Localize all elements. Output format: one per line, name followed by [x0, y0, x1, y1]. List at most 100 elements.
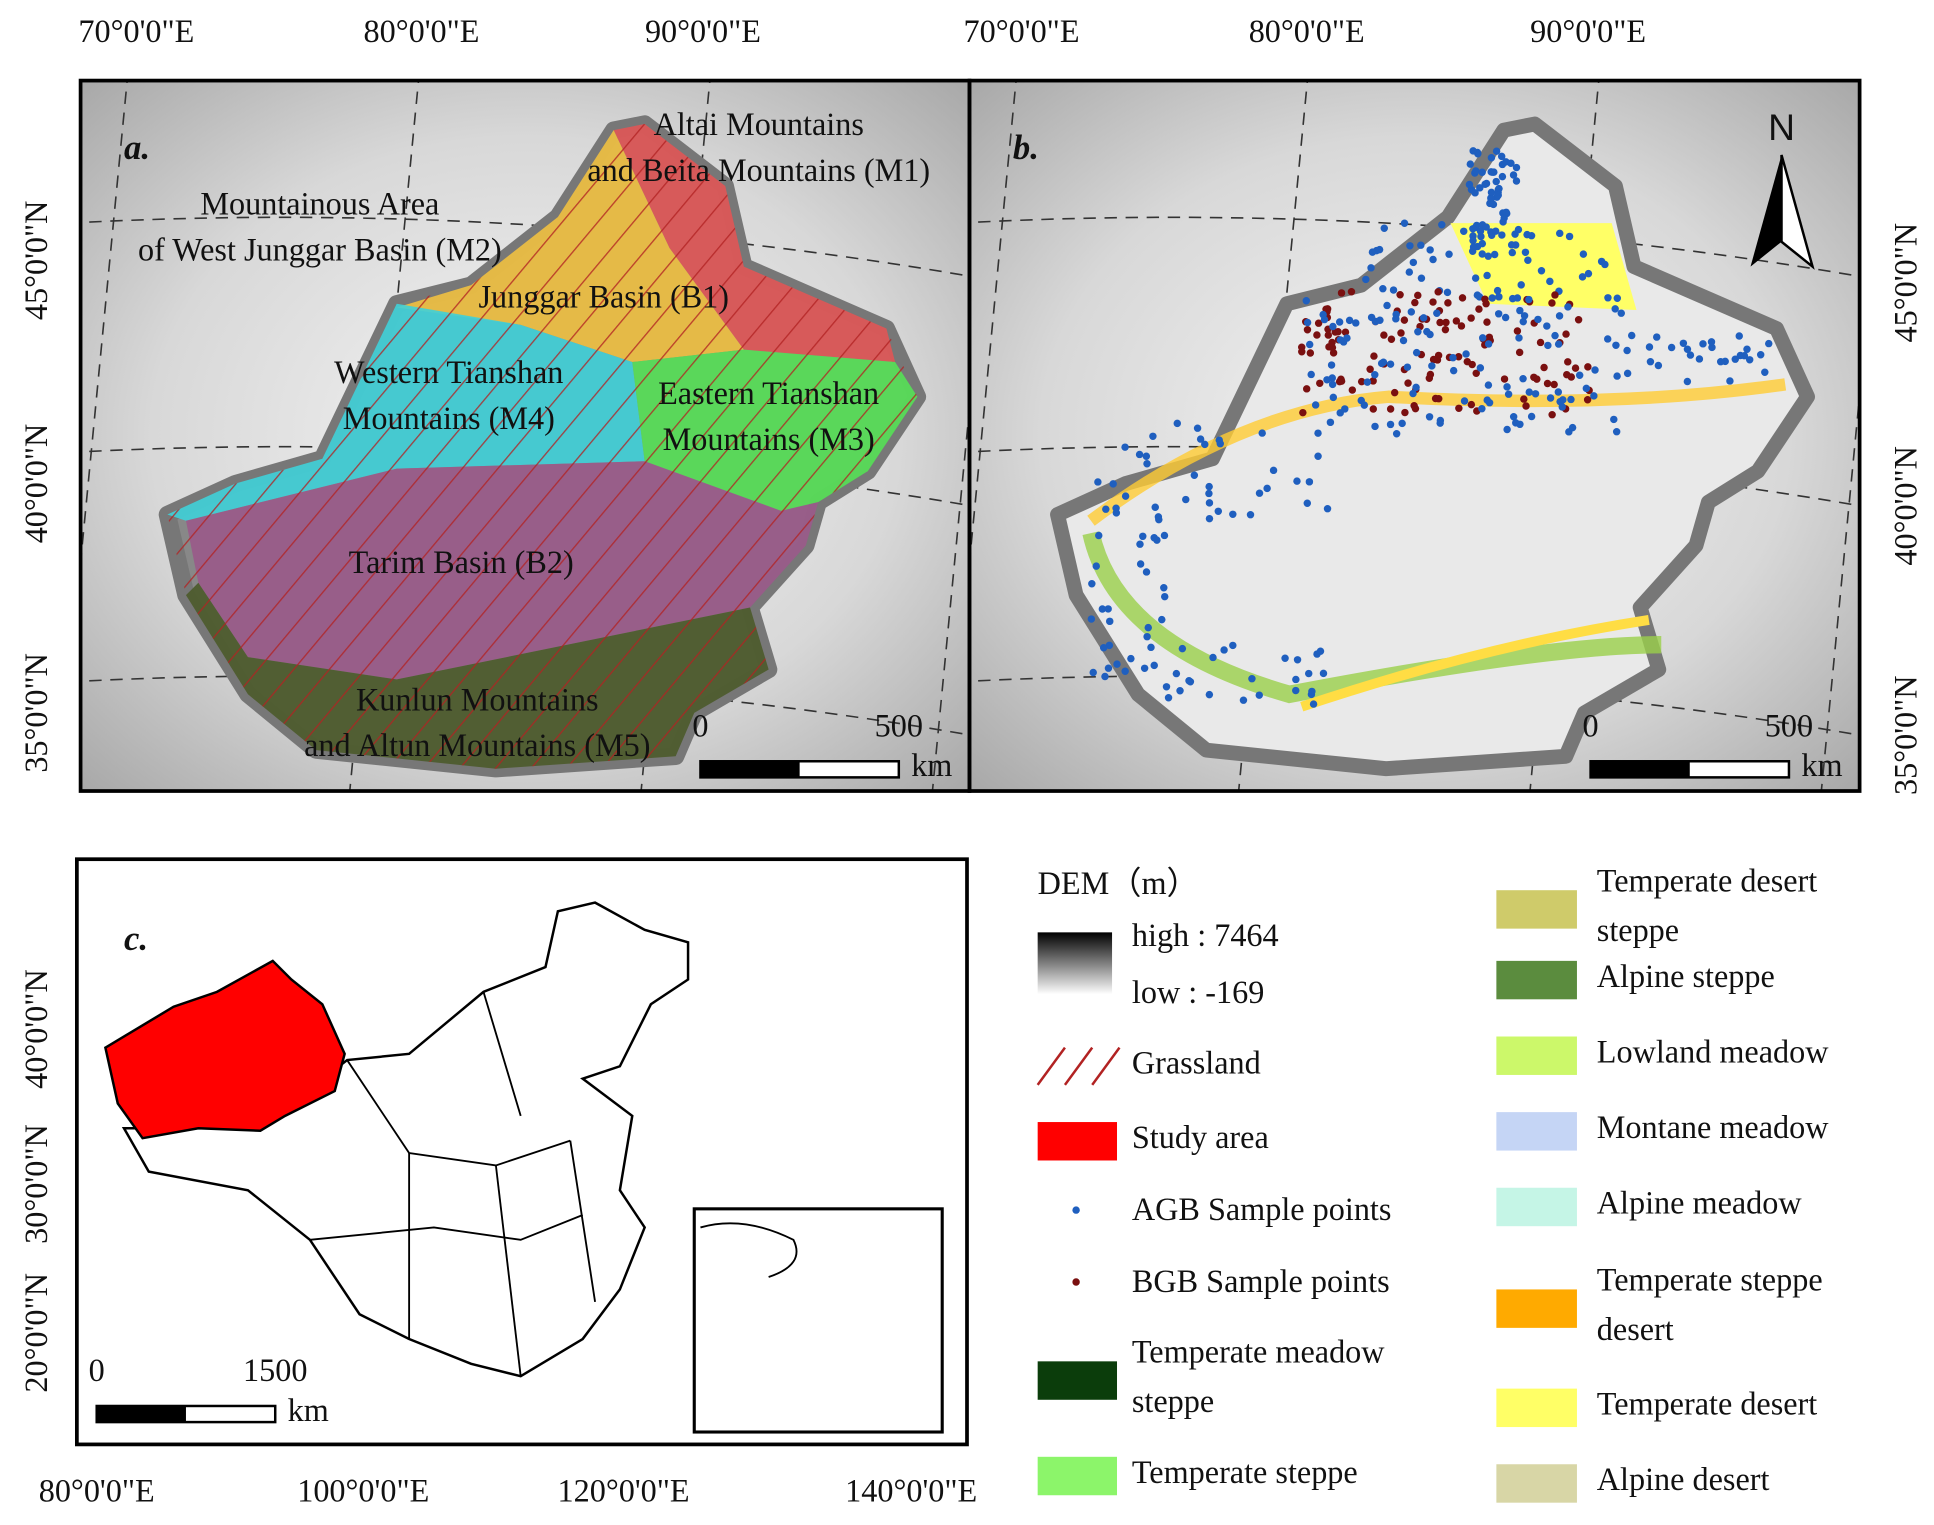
sample-point	[1347, 288, 1356, 296]
sample-point	[1308, 687, 1316, 696]
sample-point	[1567, 395, 1575, 404]
panel-c: c.	[75, 857, 969, 1447]
sample-point	[1611, 305, 1619, 313]
sample-point	[1196, 435, 1205, 443]
sample-point	[1303, 326, 1312, 334]
sample-point	[1756, 351, 1765, 359]
sample-point	[1498, 172, 1507, 181]
province-border	[346, 1059, 571, 1167]
sample-point	[1484, 252, 1492, 260]
sample-point	[1368, 248, 1377, 256]
sample-point	[1551, 291, 1559, 299]
sample-point	[1104, 664, 1113, 672]
study-area	[103, 959, 346, 1140]
sample-point	[1667, 343, 1676, 352]
sample-point	[1293, 656, 1302, 664]
sample-point	[1214, 507, 1223, 516]
lat-label: 45°0'0"N	[1888, 223, 1924, 343]
sample-point	[1517, 281, 1525, 289]
sample-point	[1513, 327, 1522, 335]
sample-point	[1150, 534, 1158, 542]
sample-point	[1220, 646, 1228, 654]
sample-point	[1409, 389, 1417, 398]
sample-point	[1403, 363, 1412, 371]
sample-point	[1095, 531, 1103, 540]
steppe-belt	[1082, 531, 1662, 704]
region-label: Altai Mountains	[654, 106, 864, 142]
sample-point	[1458, 294, 1467, 302]
sample-point	[1414, 291, 1422, 300]
sample-point	[1444, 299, 1452, 307]
sample-point	[1462, 350, 1470, 358]
sample-point	[1490, 250, 1499, 259]
sample-point	[1544, 341, 1552, 350]
sample-point	[1429, 255, 1437, 264]
sample-point	[1534, 315, 1542, 324]
sample-point	[1357, 396, 1365, 405]
sample-point	[1258, 429, 1266, 437]
sample-point	[1313, 331, 1321, 339]
sample-point	[1239, 696, 1248, 704]
lat-label: 40°0'0"N	[18, 424, 54, 544]
sample-point	[1575, 371, 1584, 379]
sample-point	[1414, 328, 1422, 336]
sample-point	[1554, 388, 1563, 396]
legend-swatch	[1496, 1112, 1577, 1151]
legend-title: DEM（m）	[1038, 865, 1199, 901]
sample-point	[1574, 316, 1583, 324]
scale-label: 0	[89, 1352, 105, 1388]
sample-point	[1500, 214, 1508, 222]
sample-point	[1487, 194, 1495, 202]
sample-point	[1369, 377, 1377, 385]
sample-point	[1433, 309, 1441, 317]
sample-point	[1092, 562, 1100, 570]
legend-swatch	[1496, 1187, 1577, 1227]
sample-point	[1512, 177, 1521, 185]
sample-point	[1417, 274, 1426, 282]
sample-point	[1160, 584, 1168, 592]
inset-frame	[692, 1207, 944, 1434]
sample-point	[1335, 318, 1344, 326]
sample-point	[1507, 241, 1516, 249]
sample-point	[1142, 452, 1151, 460]
sample-point	[1627, 331, 1636, 340]
scale-label: 0	[1583, 707, 1599, 743]
sample-point	[1324, 331, 1333, 339]
sample-point	[1460, 227, 1468, 236]
sample-point	[1379, 284, 1387, 293]
sample-point	[1488, 168, 1497, 176]
sample-point	[1144, 623, 1152, 632]
sample-point	[1426, 330, 1434, 339]
sample-point	[1683, 377, 1692, 386]
sample-point	[1293, 477, 1301, 485]
sample-point	[1104, 605, 1112, 613]
sample-point	[1519, 374, 1527, 383]
north-label: N	[1768, 106, 1795, 148]
sample-point	[1646, 357, 1655, 366]
sample-point	[1467, 400, 1476, 409]
sample-point	[1205, 499, 1214, 507]
panel-label: b.	[1013, 128, 1039, 167]
sample-point	[1498, 231, 1506, 239]
sample-point	[1436, 419, 1444, 427]
sample-point	[1336, 336, 1345, 344]
sample-point	[1525, 295, 1533, 304]
sample-point	[1520, 395, 1528, 403]
sample-point	[1112, 509, 1121, 517]
sample-point	[1357, 377, 1366, 386]
sample-point	[1151, 503, 1159, 511]
region-label: Eastern Tianshan	[658, 375, 879, 411]
sample-point	[1435, 394, 1443, 403]
sample-point	[1383, 301, 1391, 310]
sample-point	[1519, 317, 1527, 326]
sample-point	[1205, 514, 1214, 523]
sample-point	[1476, 227, 1485, 235]
sample-point	[1149, 432, 1157, 441]
sample-point	[1299, 408, 1307, 417]
sample-point	[1531, 390, 1540, 398]
sample-point	[1316, 647, 1325, 655]
legend-swatch	[1037, 1456, 1118, 1496]
sample-point	[1127, 654, 1135, 663]
sample-point	[1255, 691, 1263, 699]
sample-point	[1579, 250, 1588, 258]
